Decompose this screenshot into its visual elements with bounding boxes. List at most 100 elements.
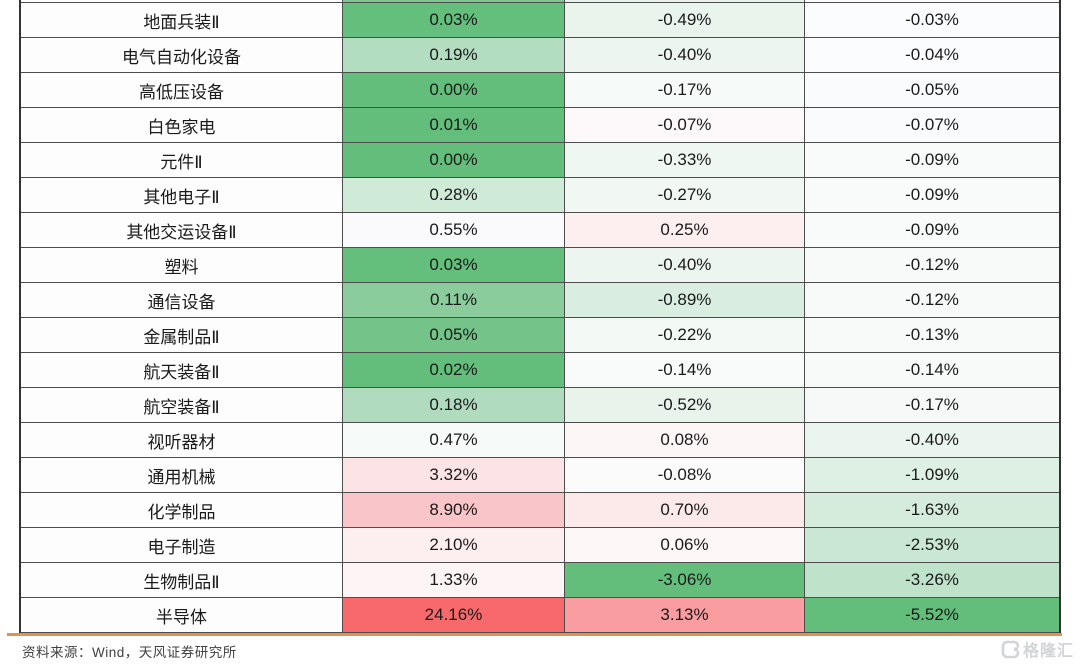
value-cell: -0.13%: [805, 318, 1059, 352]
value-cell: -0.17%: [565, 73, 805, 107]
table-row: 化学制品 8.90% 0.70% -1.63%: [21, 493, 1059, 528]
value-cell: 0.05%: [343, 318, 565, 352]
industry-name-cell: 金属制品Ⅱ: [21, 318, 343, 352]
source-note: 资料来源：Wind，天风证券研究所: [22, 645, 237, 660]
value-cell: 0.25%: [565, 213, 805, 247]
industry-name-cell: 元件Ⅱ: [21, 143, 343, 177]
value-cell: -0.22%: [565, 318, 805, 352]
value-cell: -0.03%: [805, 3, 1059, 37]
value-cell: 0.28%: [343, 178, 565, 212]
value-cell: 0.47%: [343, 423, 565, 457]
value-cell: -0.04%: [805, 38, 1059, 72]
table-row-partial: [21, 0, 1059, 3]
value-cell: -0.17%: [805, 388, 1059, 422]
industry-name-cell: 地面兵装Ⅱ: [21, 3, 343, 37]
value-cell: 0.03%: [343, 248, 565, 282]
industry-heatmap-table: 地面兵装Ⅱ 0.03% -0.49% -0.03% 电气自动化设备 0.19% -0.40%…: [19, 0, 1061, 633]
value-cell: -0.12%: [805, 283, 1059, 317]
table-bottom-accent-line: [7, 633, 1062, 636]
value-cell: -0.49%: [565, 3, 805, 37]
value-cell: 8.90%: [343, 493, 565, 527]
table-row: 电子制造 2.10% 0.06% -2.53%: [21, 528, 1059, 563]
value-cell: -0.89%: [565, 283, 805, 317]
value-cell: -2.53%: [805, 528, 1059, 562]
value-cell: -0.09%: [805, 213, 1059, 247]
industry-name-cell: 高低压设备: [21, 73, 343, 107]
table-row: 通信设备 0.11% -0.89% -0.12%: [21, 283, 1059, 318]
value-cell: -0.12%: [805, 248, 1059, 282]
value-cell: -0.33%: [565, 143, 805, 177]
value-cell: -0.14%: [565, 353, 805, 387]
value-cell: -0.07%: [565, 108, 805, 142]
value-cell: -0.09%: [805, 178, 1059, 212]
value-cell: [805, 0, 1059, 2]
industry-name-cell: 电子制造: [21, 528, 343, 562]
value-cell: 0.02%: [343, 353, 565, 387]
industry-name-cell: 其他电子Ⅱ: [21, 178, 343, 212]
value-cell: -0.05%: [805, 73, 1059, 107]
industry-name-cell: 塑料: [21, 248, 343, 282]
value-cell: 1.33%: [343, 563, 565, 597]
value-cell: 0.01%: [343, 108, 565, 142]
table-row: 生物制品Ⅱ 1.33% -3.06% -3.26%: [21, 563, 1059, 598]
table-row: 塑料 0.03% -0.40% -0.12%: [21, 248, 1059, 283]
industry-name-cell: 视听器材: [21, 423, 343, 457]
value-cell: 24.16%: [343, 598, 565, 632]
table-row: 通用机械 3.32% -0.08% -1.09%: [21, 458, 1059, 493]
value-cell: 0.19%: [343, 38, 565, 72]
industry-name-cell: 白色家电: [21, 108, 343, 142]
industry-name-cell: 半导体: [21, 598, 343, 632]
value-cell: -5.52%: [805, 598, 1059, 632]
value-cell: -0.40%: [565, 248, 805, 282]
value-cell: 2.10%: [343, 528, 565, 562]
table-row: 半导体 24.16% 3.13% -5.52%: [21, 598, 1059, 633]
value-cell: -0.40%: [805, 423, 1059, 457]
value-cell: -1.09%: [805, 458, 1059, 492]
value-cell: 0.70%: [565, 493, 805, 527]
value-cell: -0.08%: [565, 458, 805, 492]
value-cell: 3.13%: [565, 598, 805, 632]
value-cell: 0.00%: [343, 73, 565, 107]
gelonghui-watermark: 格隆汇: [1001, 637, 1074, 661]
table-row: 视听器材 0.47% 0.08% -0.40%: [21, 423, 1059, 458]
value-cell: 0.03%: [343, 3, 565, 37]
table-row: 元件Ⅱ 0.00% -0.33% -0.09%: [21, 143, 1059, 178]
value-cell: 0.11%: [343, 283, 565, 317]
industry-name-cell: 其他交运设备Ⅱ: [21, 213, 343, 247]
table-row: 其他电子Ⅱ 0.28% -0.27% -0.09%: [21, 178, 1059, 213]
value-cell: 0.18%: [343, 388, 565, 422]
value-cell: -0.40%: [565, 38, 805, 72]
table-row: 其他交运设备Ⅱ 0.55% 0.25% -0.09%: [21, 213, 1059, 248]
gelonghui-logo-icon: [1001, 640, 1020, 658]
industry-name-cell: 通用机械: [21, 458, 343, 492]
industry-name-cell: 生物制品Ⅱ: [21, 563, 343, 597]
value-cell: -0.09%: [805, 143, 1059, 177]
value-cell: -3.26%: [805, 563, 1059, 597]
watermark-text: 格隆汇: [1022, 643, 1074, 660]
table-row: 白色家电 0.01% -0.07% -0.07%: [21, 108, 1059, 143]
industry-name-cell: [21, 0, 343, 2]
value-cell: 0.06%: [565, 528, 805, 562]
value-cell: -0.14%: [805, 353, 1059, 387]
table-row: 航天装备Ⅱ 0.02% -0.14% -0.14%: [21, 353, 1059, 388]
industry-name-cell: 通信设备: [21, 283, 343, 317]
value-cell: -3.06%: [565, 563, 805, 597]
value-cell: -0.07%: [805, 108, 1059, 142]
table-row: 金属制品Ⅱ 0.05% -0.22% -0.13%: [21, 318, 1059, 353]
value-cell: 0.55%: [343, 213, 565, 247]
value-cell: -0.27%: [565, 178, 805, 212]
table-row: 电气自动化设备 0.19% -0.40% -0.04%: [21, 38, 1059, 73]
value-cell: -0.52%: [565, 388, 805, 422]
value-cell: [343, 0, 565, 2]
value-cell: -1.63%: [805, 493, 1059, 527]
value-cell: [565, 0, 805, 2]
value-cell: 3.32%: [343, 458, 565, 492]
industry-name-cell: 化学制品: [21, 493, 343, 527]
value-cell: 0.08%: [565, 423, 805, 457]
table-row: 高低压设备 0.00% -0.17% -0.05%: [21, 73, 1059, 108]
table-row: 地面兵装Ⅱ 0.03% -0.49% -0.03%: [21, 3, 1059, 38]
value-cell: 0.00%: [343, 143, 565, 177]
industry-name-cell: 电气自动化设备: [21, 38, 343, 72]
table-row: 航空装备Ⅱ 0.18% -0.52% -0.17%: [21, 388, 1059, 423]
